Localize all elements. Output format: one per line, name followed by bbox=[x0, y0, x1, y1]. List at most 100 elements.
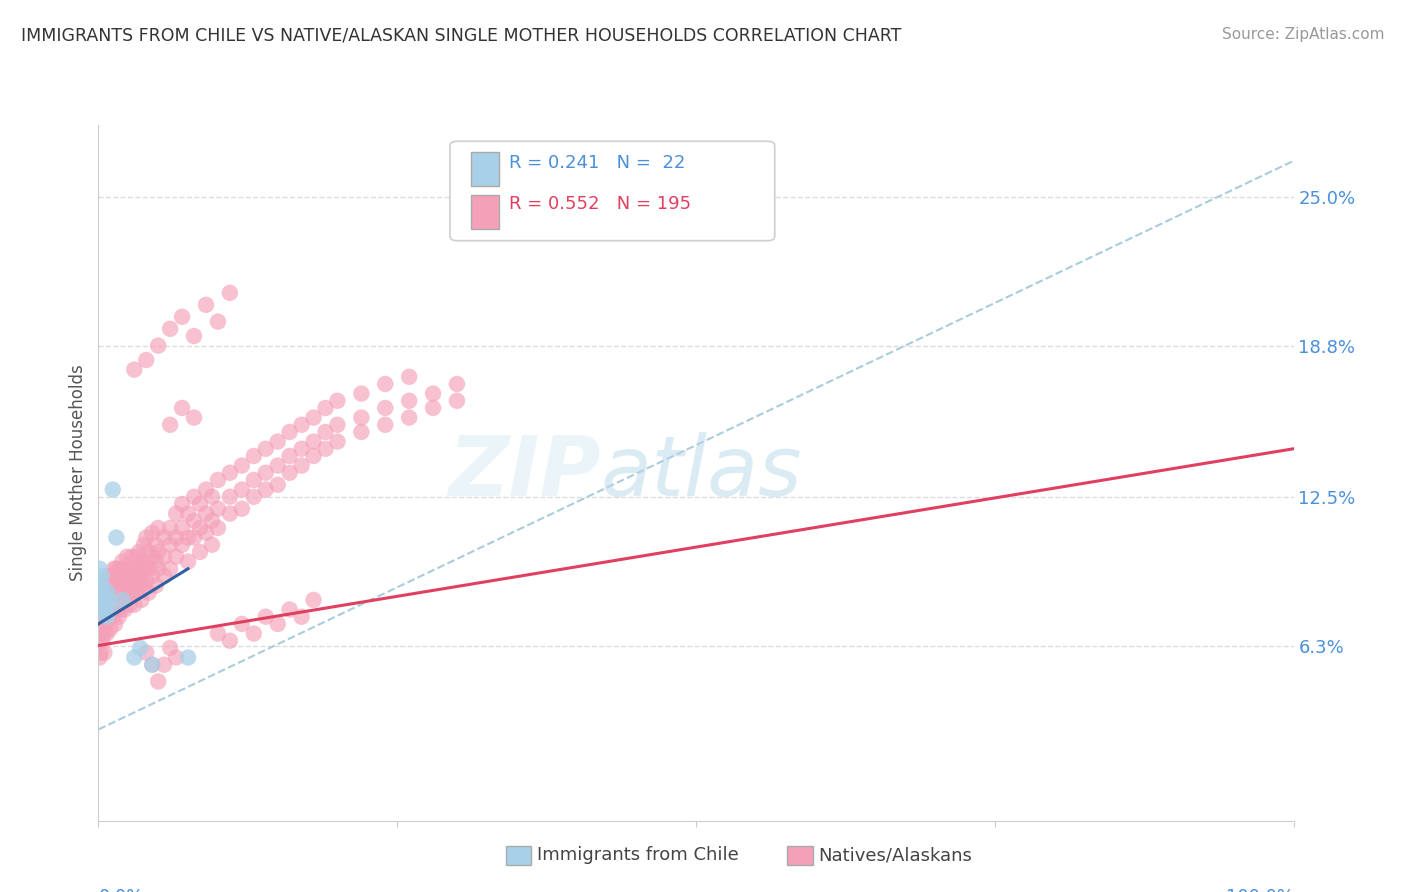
Point bbox=[422, 386, 444, 401]
Point bbox=[114, 602, 136, 616]
Point bbox=[172, 538, 194, 552]
Point bbox=[91, 602, 114, 616]
Point bbox=[97, 585, 120, 599]
Point bbox=[278, 466, 301, 480]
Point bbox=[110, 585, 132, 599]
Point bbox=[118, 598, 141, 612]
Point bbox=[100, 585, 122, 599]
Point bbox=[105, 598, 128, 612]
Point bbox=[135, 646, 157, 660]
Point bbox=[96, 626, 118, 640]
Point bbox=[124, 578, 146, 592]
Point bbox=[290, 417, 312, 432]
Point bbox=[103, 585, 125, 599]
Point bbox=[159, 322, 181, 336]
Point bbox=[183, 514, 205, 528]
Point bbox=[101, 598, 124, 612]
Point bbox=[121, 585, 143, 599]
Point bbox=[100, 569, 122, 583]
Point bbox=[131, 574, 153, 588]
Point bbox=[118, 562, 141, 576]
Point bbox=[90, 626, 112, 640]
Point bbox=[326, 393, 349, 408]
Point bbox=[177, 650, 200, 665]
Point bbox=[138, 545, 160, 559]
Point bbox=[315, 425, 337, 439]
Point bbox=[107, 585, 129, 599]
Text: Source: ZipAtlas.com: Source: ZipAtlas.com bbox=[1222, 27, 1385, 42]
Point bbox=[111, 593, 134, 607]
Point bbox=[98, 598, 121, 612]
Point bbox=[219, 507, 242, 521]
Text: ZIP: ZIP bbox=[447, 433, 600, 513]
Point bbox=[153, 569, 176, 583]
Point bbox=[177, 555, 200, 569]
Point bbox=[135, 555, 157, 569]
Point bbox=[172, 310, 194, 324]
Point bbox=[93, 591, 115, 605]
Point bbox=[374, 401, 396, 415]
Point bbox=[90, 585, 112, 599]
Point bbox=[98, 578, 122, 592]
Point bbox=[172, 521, 194, 535]
Point bbox=[97, 602, 120, 616]
Point bbox=[129, 640, 152, 655]
Point bbox=[243, 626, 266, 640]
Point bbox=[96, 609, 118, 624]
Point bbox=[108, 598, 131, 612]
Point bbox=[194, 483, 217, 497]
Point bbox=[254, 609, 277, 624]
Point bbox=[107, 609, 129, 624]
Point bbox=[89, 574, 111, 588]
Point bbox=[267, 434, 290, 449]
Point bbox=[121, 569, 143, 583]
Point bbox=[278, 425, 301, 439]
Point bbox=[94, 616, 117, 631]
Point bbox=[93, 593, 115, 607]
Point bbox=[98, 593, 121, 607]
Point bbox=[111, 555, 134, 569]
Point bbox=[219, 633, 242, 648]
Point bbox=[207, 521, 229, 535]
Point bbox=[141, 569, 163, 583]
Point bbox=[302, 449, 325, 463]
Point bbox=[194, 525, 217, 540]
Point bbox=[219, 285, 242, 300]
Point bbox=[207, 473, 229, 487]
Point bbox=[103, 562, 125, 576]
Point bbox=[398, 393, 420, 408]
Point bbox=[183, 329, 205, 343]
Point bbox=[131, 593, 153, 607]
Point bbox=[243, 449, 266, 463]
Point bbox=[398, 410, 420, 425]
Point bbox=[183, 531, 205, 545]
Text: 0.0%: 0.0% bbox=[98, 888, 143, 892]
Point bbox=[267, 458, 290, 473]
Point bbox=[188, 545, 211, 559]
Point bbox=[138, 585, 160, 599]
Point bbox=[115, 549, 138, 564]
Point bbox=[290, 458, 312, 473]
Point bbox=[128, 578, 150, 592]
Point bbox=[231, 483, 253, 497]
Point bbox=[165, 531, 187, 545]
Point bbox=[141, 657, 163, 672]
Point bbox=[124, 598, 146, 612]
Point bbox=[91, 581, 114, 595]
Point bbox=[124, 650, 146, 665]
Point bbox=[104, 574, 127, 588]
Point bbox=[290, 442, 312, 456]
Point bbox=[90, 578, 112, 592]
Point bbox=[188, 497, 211, 511]
Point bbox=[93, 609, 115, 624]
Text: 100.0%: 100.0% bbox=[1226, 888, 1294, 892]
Point bbox=[159, 521, 181, 535]
Text: R = 0.552   N = 195: R = 0.552 N = 195 bbox=[509, 195, 690, 213]
Point bbox=[107, 593, 129, 607]
Point bbox=[159, 640, 181, 655]
Point bbox=[141, 549, 163, 564]
Point bbox=[131, 555, 153, 569]
Point bbox=[374, 376, 396, 391]
Point bbox=[96, 593, 118, 607]
Point bbox=[90, 646, 112, 660]
